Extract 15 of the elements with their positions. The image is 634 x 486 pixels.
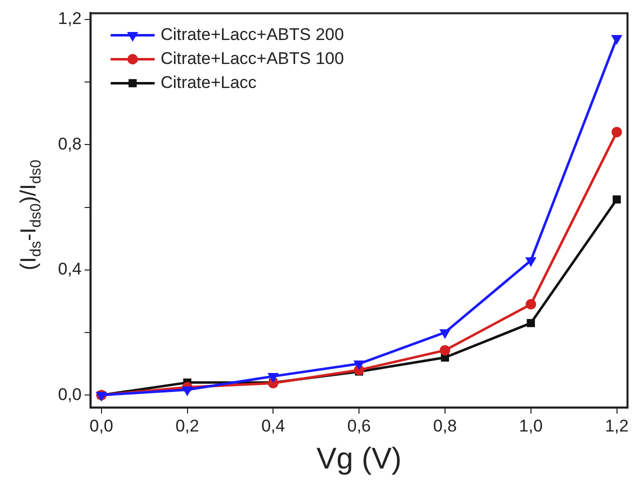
y-tick-label: 0,4: [58, 260, 82, 279]
legend-label: Citrate+Lacc: [160, 72, 258, 92]
x-tick-label: 1,0: [519, 416, 543, 436]
x-tick-label: 0,8: [433, 416, 457, 436]
x-tick-label: 0,4: [261, 416, 285, 436]
legend-label: Citrate+Lacc+ABTS 100: [160, 48, 344, 68]
y-tick-label: 1,2: [58, 9, 82, 28]
x-axis-title: Vg (V): [316, 442, 402, 476]
legend-label: Citrate+Lacc+ABTS 200: [160, 24, 344, 44]
x-tick-label: 0,2: [175, 416, 200, 436]
x-tick-label: 1,2: [604, 416, 629, 436]
x-tick-label: 0,6: [347, 416, 371, 436]
y-tick-label: 0,8: [58, 134, 82, 154]
x-tick-label: 0,0: [90, 416, 114, 436]
y-tick-label: 0,0: [58, 384, 82, 404]
